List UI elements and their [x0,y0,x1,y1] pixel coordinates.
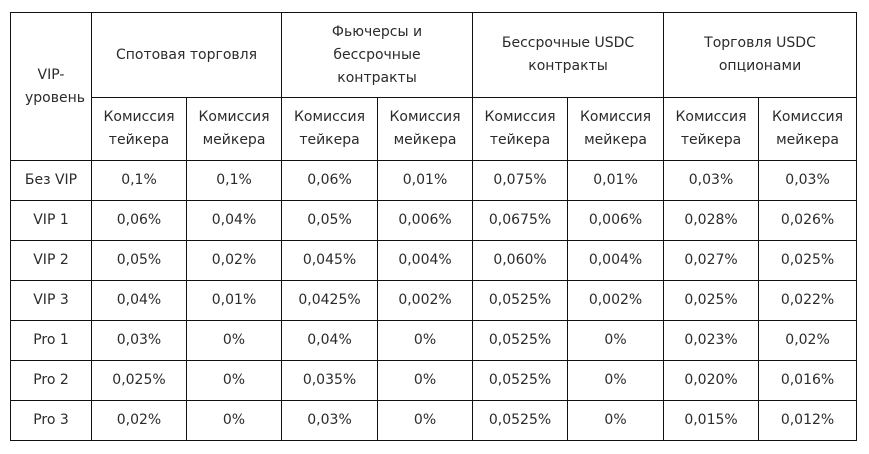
maker-fee-cell: 0,006% [567,200,665,241]
maker-fee-cell: 0,004% [377,240,474,281]
taker-fee-cell: 0,0525% [472,280,569,321]
maker-fee-cell: 0,016% [758,360,858,401]
group-header-usdc-options: Торговля USDC опционами [663,12,858,98]
taker-fee-cell: 0,06% [91,200,187,241]
maker-fee-cell: 0,002% [377,280,474,321]
maker-fee-cell: 0% [567,360,665,401]
vip-level-cell: VIP 3 [10,280,92,321]
maker-fee-cell: 0,022% [758,280,858,321]
maker-fee-cell: 0,03% [758,160,858,201]
taker-fee-cell: 0,027% [663,240,760,281]
taker-fee-cell: 0,025% [663,280,760,321]
taker-fee-cell: 0,035% [281,360,379,401]
maker-fee-cell: 0% [185,360,283,401]
taker-fee-cell: 0,025% [91,360,187,401]
taker-fee-cell: 0,0425% [281,280,379,321]
maker-fee-cell: 0,01% [567,160,665,201]
group-header-usdc-perpetual: Бессрочные USDC контракты [472,12,665,98]
taker-fee-cell: 0,03% [663,160,760,201]
maker-fee-cell: 0% [377,400,474,441]
vip-level-cell: Pro 1 [10,320,92,361]
taker-fee-cell: 0,0525% [472,360,569,401]
taker-fee-cell: 0,04% [281,320,379,361]
taker-fee-cell: 0,1% [91,160,187,201]
maker-fee-cell: 0,004% [567,240,665,281]
taker-fee-cell: 0,023% [663,320,760,361]
maker-fee-header: Комиссия мейкера [377,97,474,161]
taker-fee-cell: 0,060% [472,240,569,281]
maker-fee-header: Комиссия мейкера [567,97,665,161]
maker-fee-cell: 0,02% [185,240,283,281]
taker-fee-cell: 0,03% [281,400,379,441]
taker-fee-cell: 0,02% [91,400,187,441]
taker-fee-cell: 0,028% [663,200,760,241]
taker-fee-cell: 0,020% [663,360,760,401]
maker-fee-cell: 0,02% [758,320,858,361]
maker-fee-cell: 0,002% [567,280,665,321]
table-row: Без VIP 0,1% 0,1% 0,06% 0,01% 0,075% 0,01% 0,03… [10,160,858,201]
taker-fee-cell: 0,06% [281,160,379,201]
taker-fee-header: Комиссия тейкера [472,97,569,161]
vip-level-cell: VIP 1 [10,200,92,241]
maker-fee-cell: 0,1% [185,160,283,201]
maker-fee-cell: 0% [377,360,474,401]
taker-fee-cell: 0,05% [91,240,187,281]
maker-fee-cell: 0,01% [377,160,474,201]
maker-fee-header: Комиссия мейкера [758,97,858,161]
taker-fee-header: Комиссия тейкера [91,97,187,161]
taker-fee-cell: 0,04% [91,280,187,321]
maker-fee-cell: 0,026% [758,200,858,241]
taker-fee-cell: 0,05% [281,200,379,241]
vip-level-cell: Pro 3 [10,400,92,441]
maker-fee-cell: 0,04% [185,200,283,241]
maker-fee-cell: 0,006% [377,200,474,241]
header-row-fee-types: Комиссия тейкера Комиссия мейкера Комисс… [11,97,858,161]
taker-fee-cell: 0,0675% [472,200,569,241]
maker-fee-cell: 0% [567,320,665,361]
maker-fee-cell: 0,01% [185,280,283,321]
maker-fee-cell: 0% [567,400,665,441]
table-row: VIP 1 0,06% 0,04% 0,05% 0,006% 0,0675% 0,006% 0… [10,200,858,241]
taker-fee-cell: 0,075% [472,160,569,201]
fee-table: VIP-уровень Спотовая торговля Фьючерсы и… [10,12,858,441]
group-header-spot: Спотовая торговля [90,12,283,98]
header-row-groups: VIP-уровень Спотовая торговля Фьючерсы и… [10,12,858,161]
taker-fee-header: Комиссия тейкера [663,97,760,161]
vip-level-cell: VIP 2 [10,240,92,281]
taker-fee-cell: 0,0525% [472,320,569,361]
maker-fee-cell: 0% [377,320,474,361]
table-row: Pro 3 0,02% 0% 0,03% 0% 0,0525% 0% 0,015% 0,012% [10,400,858,441]
vip-level-cell: Без VIP [10,160,92,201]
maker-fee-cell: 0,025% [758,240,858,281]
taker-fee-cell: 0,03% [91,320,187,361]
table-row: VIP 3 0,04% 0,01% 0,0425% 0,002% 0,0525% 0,002… [10,280,858,321]
taker-fee-cell: 0,0525% [472,400,569,441]
vip-level-cell: Pro 2 [10,360,92,401]
maker-fee-cell: 0% [185,400,283,441]
group-header-futures: Фьючерсы и бессрочные контракты [281,12,474,98]
taker-fee-cell: 0,045% [281,240,379,281]
table-row: Pro 1 0,03% 0% 0,04% 0% 0,0525% 0% 0,023% 0,02% [10,320,858,361]
maker-fee-cell: 0% [185,320,283,361]
taker-fee-cell: 0,015% [663,400,760,441]
taker-fee-header: Комиссия тейкера [281,97,379,161]
maker-fee-header: Комиссия мейкера [185,97,283,161]
vip-level-header: VIP-уровень [10,12,92,161]
table-row: VIP 2 0,05% 0,02% 0,045% 0,004% 0,060% 0,004% 0… [10,240,858,281]
table-row: Pro 2 0,025% 0% 0,035% 0% 0,0525% 0% 0,020% 0,01… [10,360,858,401]
maker-fee-cell: 0,012% [758,400,858,441]
